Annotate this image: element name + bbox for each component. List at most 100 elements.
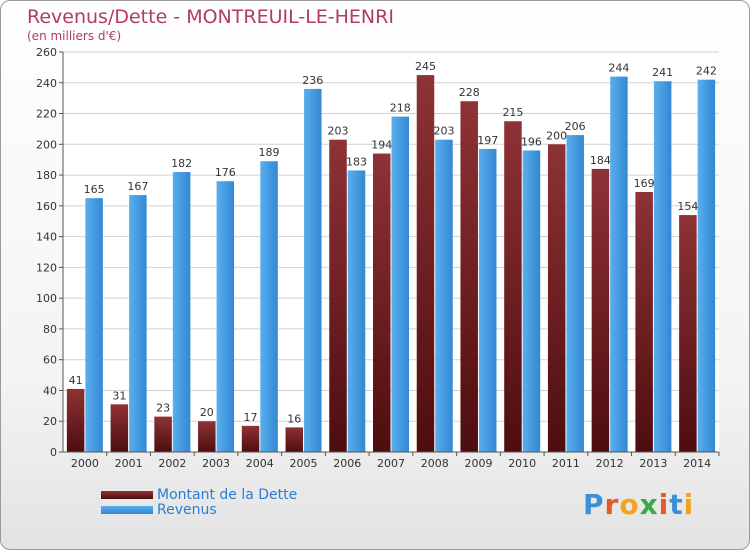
legend-label-debt: Montant de la Dette [157,487,298,503]
bar-revenue [435,139,453,452]
data-label-debt: 20 [200,406,214,419]
y-tick-label: 100 [36,292,57,305]
data-label-revenue: 183 [346,155,367,168]
bar-revenue [566,135,584,453]
data-label-revenue: 197 [477,134,498,147]
chart-title: Revenus/Dette - MONTREUIL-LE-HENRI [27,6,394,28]
bar-debt [460,101,478,452]
data-label-debt: 245 [415,60,436,73]
y-tick-label: 60 [43,354,57,367]
data-label-debt: 169 [634,177,655,190]
legend-swatch-revenue [101,506,153,514]
data-label-debt: 200 [546,129,567,142]
bar-revenue [85,198,103,452]
data-label-debt: 31 [112,389,126,402]
bar-revenue [391,116,409,452]
data-label-revenue: 241 [652,66,673,79]
bar-debt [679,215,697,452]
data-label-revenue: 196 [521,135,542,148]
data-label-revenue: 176 [215,166,236,179]
x-tick-label: 2003 [202,457,230,470]
data-label-revenue: 165 [84,183,105,196]
bar-revenue [260,161,278,452]
bar-debt [198,421,216,452]
x-tick-label: 2007 [377,457,405,470]
x-tick-label: 2009 [464,457,492,470]
bar-debt [591,168,610,452]
data-label-revenue: 189 [259,146,280,159]
data-label-debt: 228 [459,86,480,99]
bar-revenue [697,79,716,452]
data-label-revenue: 182 [171,157,192,170]
y-tick-label: 120 [36,261,57,274]
y-tick-label: 140 [36,231,57,244]
data-label-debt: 203 [328,125,349,138]
y-tick-label: 240 [36,77,57,90]
logo-letter: i [683,488,695,521]
x-tick-label: 2008 [421,457,449,470]
data-label-debt: 154 [677,200,698,213]
bar-debt [329,139,347,452]
bar-revenue [216,181,235,452]
chart-subtitle: (en milliers d'€) [27,29,122,43]
y-tick-label: 0 [50,446,57,459]
x-tick-label: 2011 [552,457,580,470]
logo-letter: t [669,488,684,521]
logo-letter: P [583,488,605,521]
y-tick-label: 200 [36,138,57,151]
data-label-debt: 17 [244,411,258,424]
data-label-revenue: 244 [608,62,629,75]
data-label-revenue: 236 [302,74,323,87]
bar-revenue [478,148,497,452]
bar-debt [635,192,653,452]
bar-debt [416,75,435,453]
x-tick-label: 2006 [333,457,361,470]
legend-swatch-debt [101,491,153,499]
y-tick-label: 220 [36,108,57,121]
bar-revenue [172,172,191,452]
data-label-debt: 194 [371,139,392,152]
plot-area [63,52,719,452]
data-label-debt: 184 [590,154,611,167]
logo-letter: r [604,488,620,521]
x-tick-label: 2005 [290,457,318,470]
x-tick-label: 2012 [596,457,624,470]
bar-revenue [129,195,147,453]
x-tick-label: 2013 [639,457,667,470]
logo-letter: i [658,488,670,521]
y-tick-label: 260 [36,46,57,59]
x-tick-label: 2010 [508,457,536,470]
legend-label-revenue: Revenus [157,502,217,518]
bar-revenue [347,170,366,452]
logo-letter: o [619,488,640,521]
bar-debt [547,144,566,453]
bar-debt [241,425,260,452]
bar-revenue [304,88,322,452]
bar-debt [66,388,85,452]
bar-debt [110,404,129,452]
y-tick-label: 20 [43,415,57,428]
data-label-debt: 41 [69,374,83,387]
data-label-revenue: 218 [390,102,411,115]
data-label-debt: 23 [156,402,170,415]
bar-debt [373,153,391,453]
proxiti-logo: Proxiti [583,488,694,521]
x-tick-label: 2000 [71,457,99,470]
bar-debt [285,427,304,452]
data-label-revenue: 203 [433,125,454,138]
bar-debt [504,121,522,452]
bar-revenue [653,81,672,452]
bar-revenue [610,76,628,452]
data-label-revenue: 206 [565,120,586,133]
bar-debt [154,416,172,452]
x-tick-label: 2001 [115,457,143,470]
data-label-revenue: 242 [696,65,717,78]
data-label-debt: 215 [502,106,523,119]
data-label-debt: 16 [287,412,301,425]
bar-revenue [522,150,541,452]
y-tick-label: 180 [36,169,57,182]
y-tick-label: 80 [43,323,57,336]
x-tick-label: 2004 [246,457,274,470]
